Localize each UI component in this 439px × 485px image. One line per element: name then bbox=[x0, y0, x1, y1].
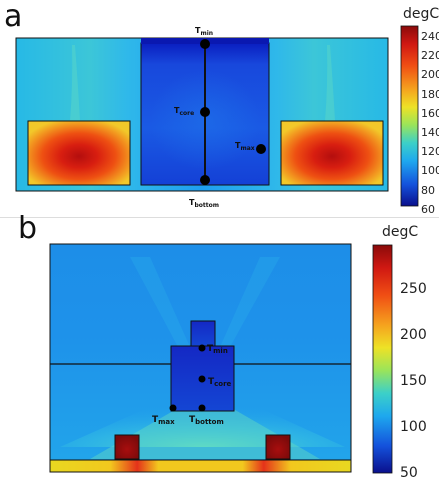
panel-b-label-tmin: Tmin bbox=[207, 344, 228, 355]
panel-b-label-tcore: Tcore bbox=[208, 377, 232, 388]
panel-a-temperature-map: Tmin Tcore Tmax Tbottom bbox=[15, 25, 419, 209]
panel-b-point-tcore bbox=[198, 375, 206, 383]
panel-b-colorbar-tick-50: 50 bbox=[400, 465, 418, 481]
panel-b-point-tbottom bbox=[198, 404, 206, 412]
panel-b-label: b bbox=[18, 211, 38, 246]
panel-a-colorbar bbox=[400, 25, 419, 207]
panel-b-colorbar-tick-100: 100 bbox=[400, 419, 427, 435]
panel-a-colorbar-tick-140: 140 bbox=[421, 126, 439, 139]
panel-a-colorbar-tick-60: 60 bbox=[421, 202, 435, 216]
panel-a-colorbar-tick-180: 180 bbox=[421, 87, 439, 101]
panel-a-point-tcore bbox=[200, 107, 210, 117]
panel-b-label-tbottom: Tbottom bbox=[189, 415, 224, 426]
panel-b-colorbar-tick-250: 250 bbox=[400, 281, 427, 297]
panel-b-heater-left bbox=[114, 434, 140, 460]
panel-a-colorbar-tick-100: 100 bbox=[421, 164, 439, 178]
panel-b-bottom-strip bbox=[49, 459, 352, 473]
panel-a-label-tmax: Tmax bbox=[235, 141, 255, 152]
panel-a-point-tmax bbox=[256, 144, 266, 154]
panel-a-colorbar-tick-80: 80 bbox=[421, 183, 435, 197]
panel-b-point-tmin bbox=[198, 344, 206, 352]
panel-a-colorbar-unit: degC bbox=[403, 6, 439, 22]
panel-b-colorbar-unit: degC bbox=[382, 224, 419, 240]
panel-a-label-tcore: Tcore bbox=[174, 106, 194, 117]
panel-a-colorbar-tick-240: 240 bbox=[421, 30, 439, 43]
panel-b-heater-right bbox=[265, 434, 291, 460]
panel-divider bbox=[0, 217, 439, 218]
panel-b-temperature-map: Tmin Tcore Tmax Tbottom bbox=[49, 243, 393, 474]
panel-a-label: a bbox=[4, 0, 23, 34]
panel-a-label-tmin: Tmin bbox=[195, 26, 213, 37]
panel-a-colorbar-tick-160: 160 bbox=[421, 106, 439, 120]
panel-a-label-tbottom: Tbottom bbox=[189, 198, 219, 209]
panel-a-heater-left bbox=[27, 120, 131, 186]
panel-b-point-tmax bbox=[169, 404, 177, 412]
panel-a-colorbar-tick-200: 200 bbox=[421, 68, 439, 82]
panel-a-colorbar-tick-220: 220 bbox=[421, 49, 439, 63]
panel-a-point-tbottom bbox=[200, 175, 210, 185]
panel-b-colorbar-tick-200: 200 bbox=[400, 327, 427, 343]
panel-b-core-cap bbox=[190, 320, 216, 347]
panel-b-colorbar bbox=[372, 244, 393, 474]
panel-b-label-tmax: Tmax bbox=[152, 415, 175, 426]
panel-b-colorbar-tick-150: 150 bbox=[400, 373, 427, 389]
panel-a-heater-right bbox=[280, 120, 384, 186]
panel-a-colorbar-tick-120: 120 bbox=[421, 145, 439, 159]
panel-a-point-tmin bbox=[200, 39, 210, 49]
